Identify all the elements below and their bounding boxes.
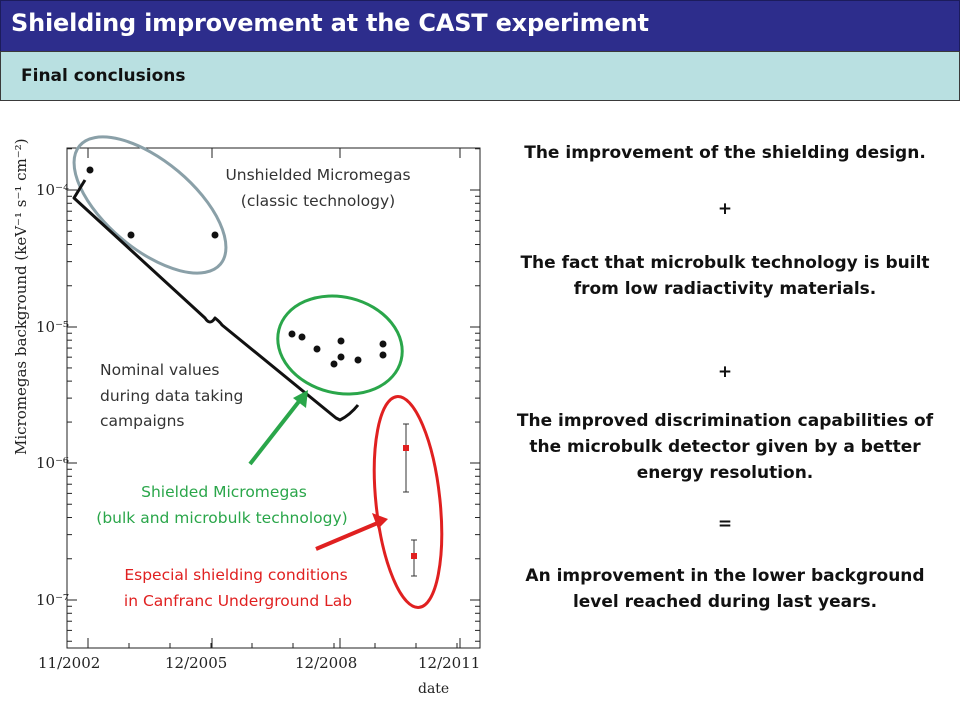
data-point: [127, 231, 135, 239]
nominal-brace: [72, 179, 360, 422]
operator-plus: +: [717, 362, 733, 382]
data-point: [354, 356, 362, 364]
shielded-ellipse: [276, 294, 404, 396]
data-point: [288, 330, 296, 338]
data-point: [403, 445, 409, 451]
unshielded-label-line1: Unshielded Micromegas: [225, 166, 410, 184]
data-point: [298, 333, 306, 341]
especial-arrow: [315, 520, 381, 551]
conclusion-microbulk-materials: The fact that microbulk technology is bu…: [520, 253, 930, 299]
especial-points: [403, 423, 417, 577]
x-axis-label: date: [418, 681, 449, 697]
conclusion-discrimination: The improved discrimination capabilities…: [516, 411, 934, 483]
especial-label-line1: Especial shielding conditions: [124, 566, 347, 584]
subtitle-bar: Final conclusions: [0, 51, 960, 101]
data-point: [379, 340, 387, 348]
unshielded-label-line2: (classic technology): [241, 192, 395, 210]
data-point: [86, 166, 94, 174]
data-point: [379, 351, 387, 359]
conclusion-result: An improvement in the lower background l…: [525, 566, 925, 612]
especial-label-line2: in Canfranc Underground Lab: [124, 592, 352, 610]
y-tick-label: 10⁻⁶: [36, 454, 69, 472]
nominal-label-line2: during data taking: [100, 387, 243, 405]
shielded-label-line1: Shielded Micromegas: [141, 483, 307, 501]
y-axis-label: Micromegas background (keV⁻¹ s⁻¹ cm⁻²): [12, 138, 30, 455]
operator-equals: =: [717, 514, 733, 534]
x-tick-label: 12/2005: [165, 654, 227, 672]
y-tick-label: 10⁻⁷: [36, 591, 69, 609]
shielded-arrow: [248, 393, 306, 466]
nominal-label-line1: Nominal values: [100, 361, 219, 379]
especial-ellipse: [372, 395, 444, 609]
conclusions-panel: The improvement of the shielding design.…: [500, 140, 950, 615]
data-point: [337, 337, 345, 345]
conclusion-shielding-design: The improvement of the shielding design.: [524, 143, 926, 163]
operator-plus: +: [717, 199, 733, 219]
background-figure: 10⁻⁴ 10⁻⁵ 10⁻⁶ 10⁻⁷ 11/2002 12/2005 12/2…: [12, 135, 481, 697]
x-tick-label: 12/2011: [418, 654, 480, 672]
x-tick-label: 12/2008: [295, 654, 357, 672]
data-point: [313, 345, 321, 353]
nominal-label-line3: campaigns: [100, 412, 185, 430]
shielded-points: [288, 330, 387, 368]
axis-ticks: [67, 148, 480, 648]
title-bar: Shielding improvement at the CAST experi…: [0, 0, 960, 52]
data-point: [211, 231, 219, 239]
slide-title: Shielding improvement at the CAST experi…: [11, 9, 649, 37]
shielded-label-line2: (bulk and microbulk technology): [96, 509, 347, 527]
unshielded-points: [86, 166, 219, 239]
data-point: [337, 353, 345, 361]
y-tick-label: 10⁻⁴: [36, 181, 69, 199]
unshielded-ellipse: [72, 135, 228, 275]
especial-arrow-head: [372, 513, 388, 529]
data-point: [330, 360, 338, 368]
shielded-arrow-head: [293, 390, 308, 408]
slide-subtitle: Final conclusions: [21, 66, 186, 86]
y-tick-label: 10⁻⁵: [36, 318, 69, 336]
data-point: [411, 553, 417, 559]
x-tick-label: 11/2002: [38, 654, 100, 672]
